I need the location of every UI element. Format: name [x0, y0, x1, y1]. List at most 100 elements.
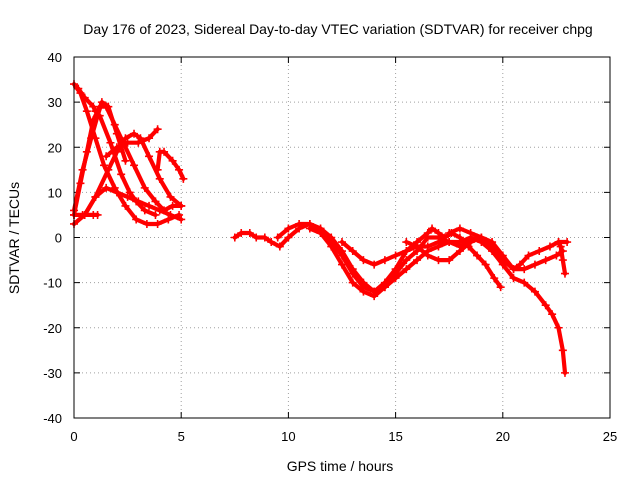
data-point	[145, 134, 154, 143]
data-point	[445, 238, 454, 247]
data-point	[509, 265, 518, 274]
data-point	[125, 188, 134, 197]
y-tick-label: -30	[43, 366, 62, 381]
data-point	[130, 161, 139, 170]
data-point	[481, 260, 490, 269]
x-tick-label: 20	[496, 429, 510, 444]
data-point	[121, 201, 130, 210]
data-point	[78, 165, 87, 174]
data-point	[535, 247, 544, 256]
series-arc-13	[338, 238, 473, 269]
data-point	[560, 269, 569, 278]
y-tick-label: -40	[43, 411, 62, 426]
data-point	[466, 228, 475, 237]
data-point	[455, 224, 464, 233]
data-point	[434, 228, 443, 237]
data-point	[155, 174, 164, 183]
data-point	[563, 238, 572, 247]
series-group	[70, 80, 572, 377]
series-line	[104, 127, 160, 159]
x-tick-label: 0	[70, 429, 77, 444]
data-point	[117, 170, 126, 179]
y-tick-label: 20	[48, 140, 62, 155]
data-point	[498, 256, 507, 265]
data-point	[445, 228, 454, 237]
data-point	[145, 201, 154, 210]
data-point	[104, 165, 113, 174]
data-point	[140, 206, 149, 215]
x-tick-label: 10	[281, 429, 295, 444]
data-point	[428, 224, 437, 233]
data-point	[80, 210, 89, 219]
data-point	[496, 283, 505, 292]
data-point	[284, 233, 293, 242]
data-point	[142, 219, 151, 228]
data-point	[153, 165, 162, 174]
data-point	[327, 238, 336, 247]
series-line	[232, 221, 568, 375]
data-point	[87, 134, 96, 143]
data-point	[359, 256, 368, 265]
series-line	[307, 226, 503, 294]
data-point	[402, 265, 411, 274]
data-point	[145, 152, 154, 161]
series-arc-7	[80, 129, 186, 219]
data-point	[260, 233, 269, 242]
data-point	[151, 197, 160, 206]
series-arc-12	[305, 224, 505, 296]
data-point	[164, 215, 173, 224]
data-point	[530, 260, 539, 269]
data-point	[102, 152, 111, 161]
data-point	[168, 201, 177, 210]
series-arc-10	[230, 219, 569, 377]
data-point	[554, 323, 563, 332]
data-point	[545, 242, 554, 251]
data-point	[93, 210, 102, 219]
y-tick-label: 10	[48, 185, 62, 200]
y-axis-label: SDTVAR / TECUs	[6, 182, 22, 294]
data-point	[153, 219, 162, 228]
data-point	[370, 287, 379, 296]
data-point	[175, 165, 184, 174]
data-point	[100, 161, 109, 170]
data-point	[112, 143, 121, 152]
data-point	[423, 251, 432, 260]
data-point	[391, 265, 400, 274]
data-point	[348, 269, 357, 278]
data-point	[413, 242, 422, 251]
data-point	[423, 242, 432, 251]
series-line	[556, 239, 568, 276]
data-point	[177, 201, 186, 210]
data-point	[338, 238, 346, 247]
data-point	[179, 174, 188, 183]
data-point	[359, 283, 368, 292]
data-point	[556, 242, 565, 251]
data-point	[237, 228, 246, 237]
data-point	[123, 192, 132, 201]
data-point	[370, 260, 379, 269]
data-point	[477, 233, 486, 242]
series-arc-17	[554, 238, 569, 278]
data-point	[515, 260, 524, 269]
data-point	[153, 125, 162, 134]
x-tick-label: 15	[388, 429, 402, 444]
data-point	[348, 278, 357, 287]
data-point	[134, 197, 143, 206]
y-tick-label: -20	[43, 321, 62, 336]
data-point	[455, 233, 464, 242]
data-point	[548, 310, 557, 319]
data-point	[488, 242, 497, 251]
data-point	[74, 84, 83, 93]
data-point	[295, 219, 304, 228]
data-point	[509, 274, 518, 283]
data-point	[275, 242, 284, 251]
data-point	[112, 129, 121, 138]
data-point	[140, 183, 149, 192]
x-tick-label: 5	[178, 429, 185, 444]
data-point	[267, 238, 276, 247]
data-point	[112, 188, 121, 197]
data-point	[82, 107, 91, 116]
data-point	[541, 256, 550, 265]
data-point	[338, 260, 346, 269]
